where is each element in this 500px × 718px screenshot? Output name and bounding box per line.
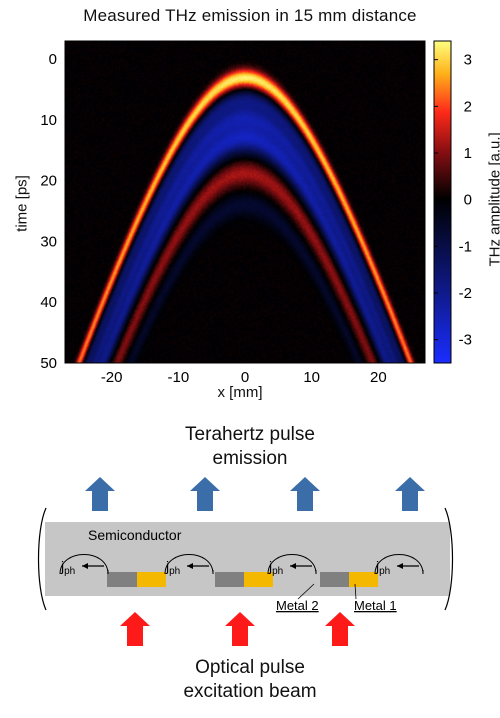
colorbar-tick-label: 3: [464, 52, 472, 69]
current-arrowhead: [82, 563, 88, 569]
y-tick-label: 50: [40, 355, 57, 372]
thz-emission-arrow: [85, 477, 115, 511]
colorbar-tick-label: 1: [464, 145, 472, 162]
colorbar-tick-label: 2: [464, 98, 472, 115]
thz-heading-line1: Terahertz pulse: [185, 424, 315, 445]
x-tick-label: -10: [167, 369, 189, 386]
metal1-label: Metal 1: [354, 598, 397, 613]
metal1-electrode: [137, 572, 166, 587]
optical-beam-heading: Optical pulse excitation beam: [120, 656, 380, 704]
thz-emission-heading: Terahertz pulse emission: [130, 423, 370, 471]
metal2-label: Metal 2: [276, 598, 319, 613]
current-arrowhead: [290, 563, 296, 569]
metal2-electrode: [215, 572, 245, 587]
y-tick-label: 40: [40, 294, 57, 311]
current-loop: [164, 554, 214, 575]
colorbar-label: THz amplitude [a.u.]: [486, 132, 500, 267]
x-axis-label: x [mm]: [217, 384, 263, 401]
colorbar-tick-label: -3: [459, 332, 472, 349]
metal2-leader: [297, 583, 315, 600]
plot-frame: [64, 40, 426, 364]
break-left: [37, 507, 47, 611]
colorbar-tick-label: 0: [464, 192, 472, 209]
thz-heading-line2: emission: [212, 448, 288, 469]
metal1-electrode: [349, 572, 378, 587]
jph-label: jph: [268, 558, 283, 577]
x-tick-label: 0: [241, 369, 249, 386]
heatmap-image: [65, 41, 425, 363]
y-tick-label: 0: [49, 51, 57, 68]
colorbar-tick-label: -1: [459, 238, 472, 255]
semiconductor-label: Semiconductor: [88, 527, 182, 543]
optical-excitation-arrow: [325, 612, 355, 646]
optical-heading-line1: Optical pulse: [195, 657, 305, 678]
x-tick-label: -20: [101, 369, 123, 386]
colorbar: [433, 40, 452, 364]
jph-label: jph: [165, 558, 180, 577]
y-tick-label: 30: [40, 233, 57, 250]
current-arrowhead: [397, 563, 403, 569]
thz-emission-arrow: [190, 477, 220, 511]
optical-heading-line2: excitation beam: [183, 681, 317, 702]
thz-emission-arrow: [290, 477, 320, 511]
metal1-leader: [354, 583, 357, 600]
y-axis-label: time [ps]: [13, 175, 31, 232]
current-loop: [267, 554, 317, 575]
device-diagram: jph jph jph jph Semiconductor Metal 2 Metal…: [37, 477, 454, 646]
colorbar-tick-label: -2: [459, 285, 472, 302]
current-loop: [59, 554, 109, 575]
y-tick-label: 20: [40, 173, 57, 190]
chart-title: Measured THz emission in 15 mm distance: [83, 6, 417, 25]
metal2-electrode: [107, 572, 137, 587]
metal1-electrode: [244, 572, 273, 587]
current-arrowhead: [187, 563, 193, 569]
metal2-electrode: [320, 572, 350, 587]
thz-emission-arrow: [395, 477, 425, 511]
x-tick-label: 10: [303, 369, 320, 386]
optical-excitation-arrow: [225, 612, 255, 646]
jph-label: jph: [60, 558, 75, 577]
jph-label: jph: [375, 558, 390, 577]
break-right: [444, 507, 454, 611]
y-tick-label: 10: [40, 112, 57, 129]
current-loop: [374, 554, 424, 575]
x-tick-label: 20: [370, 369, 387, 386]
optical-excitation-arrow: [120, 612, 150, 646]
